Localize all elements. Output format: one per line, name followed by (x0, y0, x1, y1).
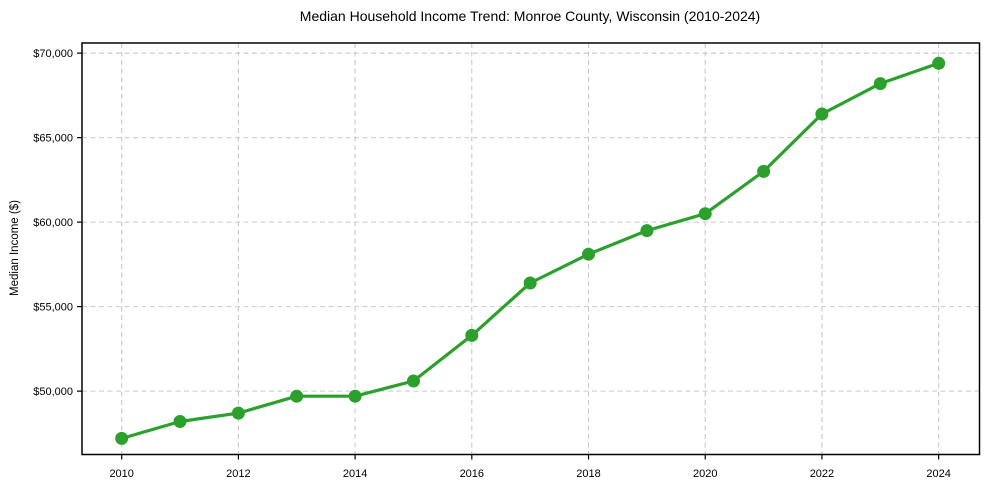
data-point-2015 (407, 374, 420, 388)
x-tick-label: 2024 (926, 468, 950, 480)
x-tick-label: 2016 (460, 468, 484, 480)
chart-title: Median Household Income Trend: Monroe Co… (300, 8, 760, 24)
x-tick-label: 2010 (109, 468, 133, 480)
data-point-2022 (815, 107, 829, 121)
x-tick-label: 2022 (810, 468, 834, 480)
data-point-2017 (523, 276, 537, 290)
y-tick-label: $70,000 (33, 48, 73, 60)
data-point-2016 (465, 328, 479, 342)
y-tick-label: $65,000 (33, 133, 73, 145)
data-point-2013 (290, 389, 304, 403)
x-tick-label: 2012 (226, 468, 250, 480)
x-tick-label: 2018 (576, 468, 600, 480)
data-point-2019 (640, 224, 654, 238)
y-tick-label: $60,000 (33, 217, 73, 229)
data-point-2020 (698, 207, 712, 221)
data-point-2014 (348, 389, 362, 403)
data-point-2011 (173, 415, 187, 428)
x-tick-label: 2014 (343, 468, 367, 480)
axis-ticks (77, 52, 940, 460)
data-point-2018 (582, 247, 595, 261)
data-point-2024 (932, 56, 946, 70)
data-point-2021 (757, 164, 771, 178)
y-axis-label: Median Income ($) (9, 200, 21, 296)
x-tick-label: 2020 (693, 468, 717, 480)
y-tick-label: $50,000 (33, 386, 73, 398)
y-tick-label: $55,000 (33, 302, 73, 314)
data-point-2012 (231, 406, 245, 420)
plot-border (81, 42, 981, 456)
data-point-2010 (115, 431, 129, 445)
data-point-2023 (873, 77, 887, 91)
income-series (115, 56, 946, 445)
tick-labels: $50,000 $55,000 $60,000 $65,000 $70,000 2010 2… (33, 48, 951, 480)
